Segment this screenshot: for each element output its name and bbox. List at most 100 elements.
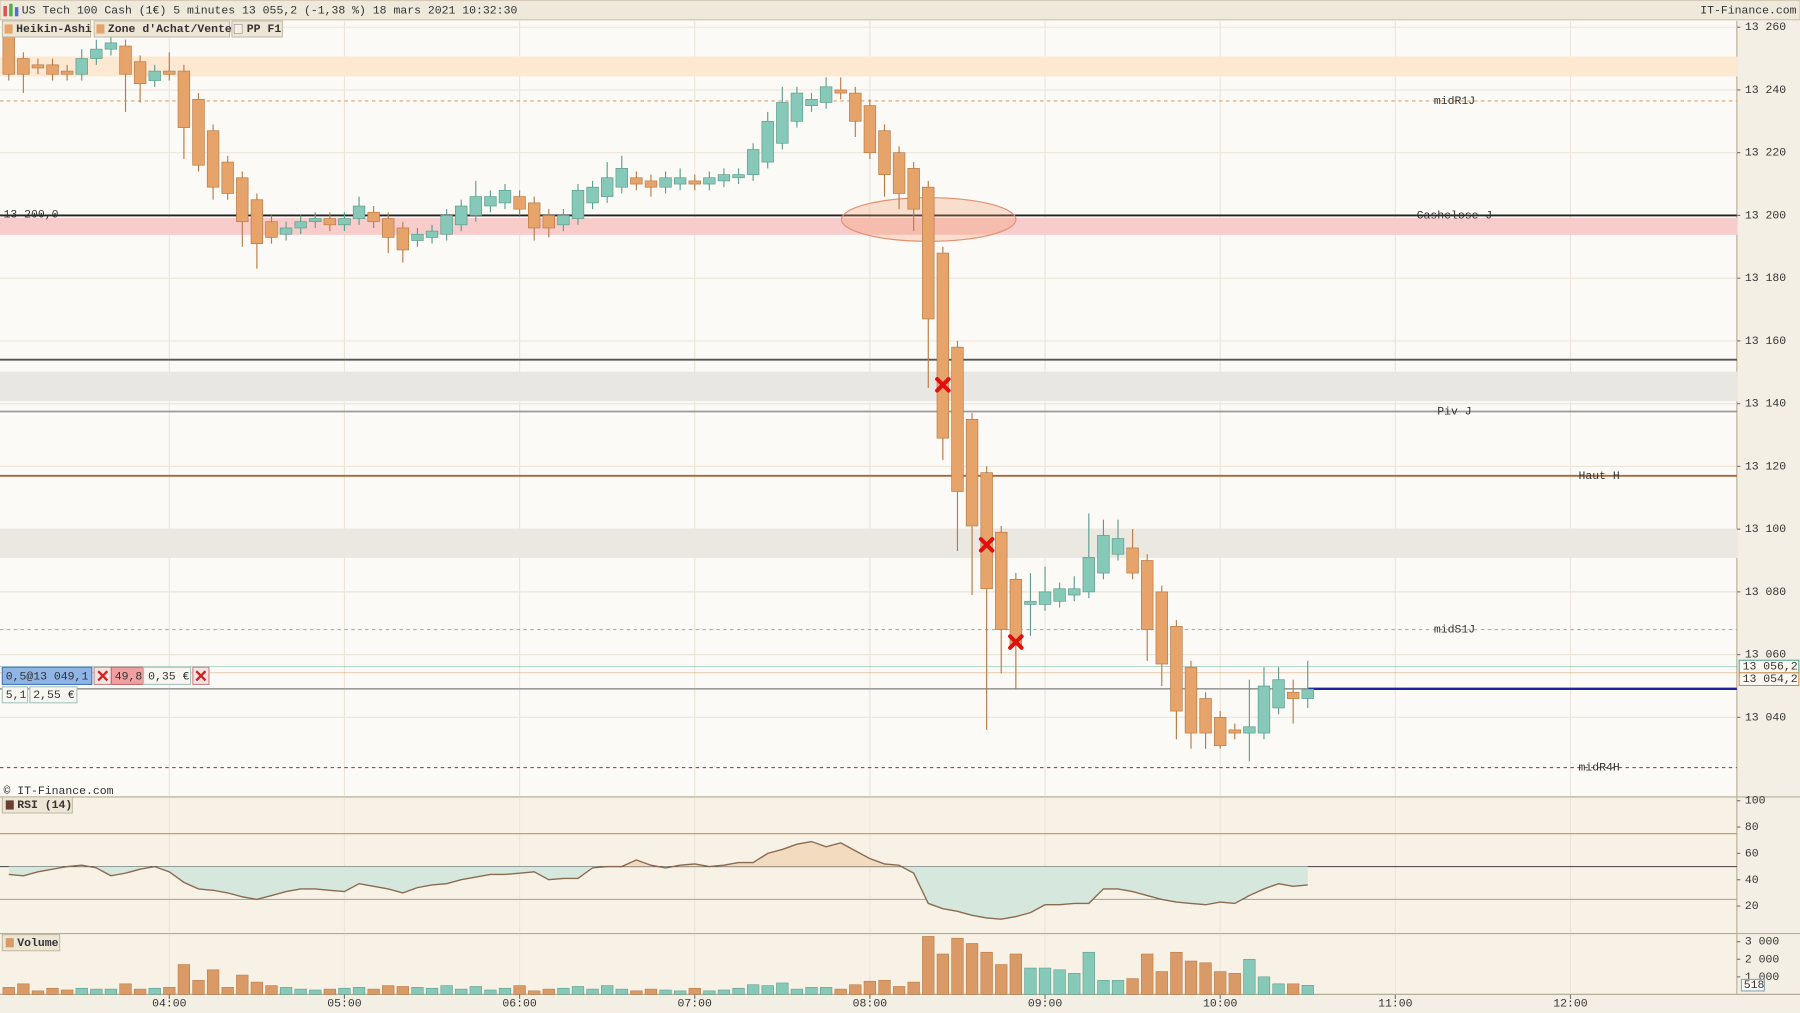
- x-tick-label: 07:00: [678, 998, 713, 1011]
- candle-body: [1301, 688, 1314, 699]
- volume-bar: [177, 964, 191, 995]
- fee-box: [142, 666, 192, 686]
- x-tick-label: 10:00: [1203, 998, 1238, 1011]
- candle-body: [279, 227, 293, 235]
- volume-bar: [1184, 960, 1198, 995]
- indicator-swatch: [233, 24, 243, 34]
- position-margin: 2,55 €: [33, 689, 74, 702]
- candle-body: [206, 130, 220, 188]
- volume-bar: [2, 987, 15, 995]
- volume-bar: [104, 988, 118, 995]
- indicator-swatch: [4, 24, 13, 34]
- volume-bar: [747, 984, 760, 995]
- volume-bar: [469, 986, 482, 995]
- position-size: 5,1: [6, 689, 27, 702]
- volume-bar: [528, 990, 541, 995]
- candle-body: [309, 218, 322, 223]
- volume-bar: [776, 982, 789, 995]
- indicator-button[interactable]: [93, 20, 231, 38]
- indicator-label[interactable]: PP F1: [247, 23, 282, 36]
- indicator-button[interactable]: [231, 20, 283, 38]
- candle-body: [265, 221, 278, 238]
- volume-bar: [367, 988, 380, 995]
- rsi-title[interactable]: RSI (14): [17, 799, 72, 812]
- volume-bar: [396, 986, 409, 995]
- indicator-button[interactable]: [1, 20, 92, 38]
- volume-bar: [542, 988, 555, 995]
- candle-body: [60, 70, 74, 75]
- level-label: Piv J: [1437, 406, 1471, 419]
- candle-body: [484, 196, 497, 207]
- candle-body: [2, 36, 15, 75]
- level-label: Haut H: [1578, 470, 1619, 483]
- candle-body: [673, 177, 687, 185]
- y-tick-label: 13 260: [1745, 21, 1786, 34]
- volume-bar: [834, 988, 847, 995]
- candle-body: [1141, 560, 1154, 630]
- candle-body: [717, 174, 731, 182]
- volume-bar: [1068, 973, 1081, 995]
- volume-bar: [17, 983, 30, 995]
- candle-body: [396, 227, 410, 251]
- header-icon: [9, 3, 13, 17]
- volume-bar: [703, 990, 716, 995]
- candle-body: [1272, 679, 1285, 709]
- candle-body: [338, 218, 351, 226]
- header-icon: [14, 7, 19, 17]
- source: IT-Finance.com: [1700, 5, 1796, 18]
- volume-bar: [819, 987, 833, 995]
- last-volume-tag: [1740, 978, 1765, 992]
- position-order: 0,5@13 049,1: [6, 670, 89, 683]
- volume-bar: [294, 988, 307, 995]
- position-fee: 0,35 €: [148, 670, 189, 683]
- volume-bar: [659, 989, 672, 995]
- volume-bar: [119, 983, 132, 995]
- volume-bar: [805, 987, 818, 995]
- y-tick-label: 13 140: [1745, 398, 1786, 411]
- y-tick-label: 13 240: [1745, 84, 1786, 97]
- volume-bar: [1199, 962, 1212, 995]
- candle-body: [732, 174, 745, 179]
- indicator-label[interactable]: Heikin-Ashi: [16, 23, 92, 36]
- volume-bar: [615, 988, 628, 995]
- candle-body: [878, 130, 891, 175]
- volume-title[interactable]: Volume: [17, 937, 58, 950]
- candle-body: [1024, 600, 1037, 605]
- panel-title-box[interactable]: [1, 796, 73, 814]
- volume-bar: [1038, 967, 1052, 995]
- volume-bar: [630, 990, 643, 995]
- rsi-line: [8, 840, 1308, 920]
- close-icon: [97, 670, 109, 682]
- volume-bar: [133, 988, 147, 995]
- y-tick-label: 80: [1745, 821, 1759, 834]
- candle-body: [922, 186, 935, 320]
- candle-body: [1228, 729, 1241, 734]
- volume-bar: [250, 981, 264, 995]
- position-box[interactable]: [1, 666, 93, 686]
- levels: [0, 56, 1738, 901]
- last-price-tag: [1738, 672, 1800, 686]
- indicator-label[interactable]: Zone d'Achat/Vente: [108, 23, 232, 36]
- candle-body: [703, 177, 716, 185]
- volume-bar: [46, 987, 59, 995]
- position-gain: 49,8: [115, 670, 143, 683]
- y-tick-label: 13 040: [1745, 711, 1786, 724]
- volume-bar: [279, 987, 293, 995]
- panel-swatch: [5, 938, 14, 948]
- candle-body: [498, 189, 512, 204]
- volume-bar: [761, 985, 774, 995]
- candle-body: [1038, 591, 1052, 605]
- candle-body: [513, 196, 526, 210]
- margin-box: [29, 686, 78, 704]
- volume-bar: [922, 936, 935, 995]
- candle-body: [557, 215, 570, 226]
- candle-body: [31, 64, 45, 69]
- candle-body: [805, 98, 818, 106]
- panel-title-box[interactable]: [1, 934, 61, 952]
- candle-body: [1213, 717, 1227, 746]
- volume-bar: [206, 969, 220, 995]
- level-label: midR4H: [1578, 762, 1619, 775]
- candle-body: [1126, 547, 1139, 574]
